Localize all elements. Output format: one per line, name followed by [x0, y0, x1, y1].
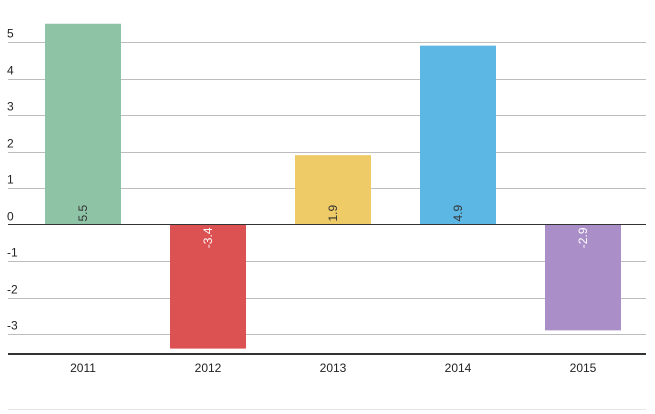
y-tick-label: 1 [7, 173, 14, 187]
y-tick-label: -3 [7, 319, 18, 333]
bar-2012 [170, 224, 246, 349]
y-axis-tick-labels: 5 4 3 2 1 0 -1 -2 -3 [7, 27, 18, 333]
x-tick-label: 2014 [445, 361, 472, 375]
bar-value-label: 1.9 [326, 204, 340, 221]
y-tick-label: 4 [7, 64, 14, 78]
y-tick-label: 0 [7, 210, 14, 224]
y-tick-label: 2 [7, 137, 14, 151]
bar-value-label: 4.9 [451, 204, 465, 221]
bar-value-label: 5.5 [76, 204, 90, 221]
y-tick-label: 5 [7, 27, 14, 41]
bar-2011 [45, 23, 121, 225]
x-axis-tick-labels: 2011 2012 2013 2014 2015 [70, 361, 597, 375]
y-tick-label: 3 [7, 100, 14, 114]
bar-2013 [295, 155, 371, 225]
y-tick-label: -1 [7, 246, 18, 260]
x-tick-label: 2015 [570, 361, 597, 375]
y-tick-label: -2 [7, 283, 18, 297]
bar-value-label: -2.9 [576, 227, 590, 248]
bar-value-labels: 5.5 -3.4 1.9 4.9 -2.9 [76, 204, 590, 248]
x-tick-label: 2011 [70, 361, 96, 375]
bar-value-label: -3.4 [201, 227, 215, 248]
bar-2015 [545, 224, 621, 331]
bar-2014 [420, 45, 496, 225]
footer-divider [8, 409, 646, 410]
x-tick-label: 2012 [195, 361, 222, 375]
x-tick-label: 2013 [320, 361, 347, 375]
bars [45, 23, 621, 349]
